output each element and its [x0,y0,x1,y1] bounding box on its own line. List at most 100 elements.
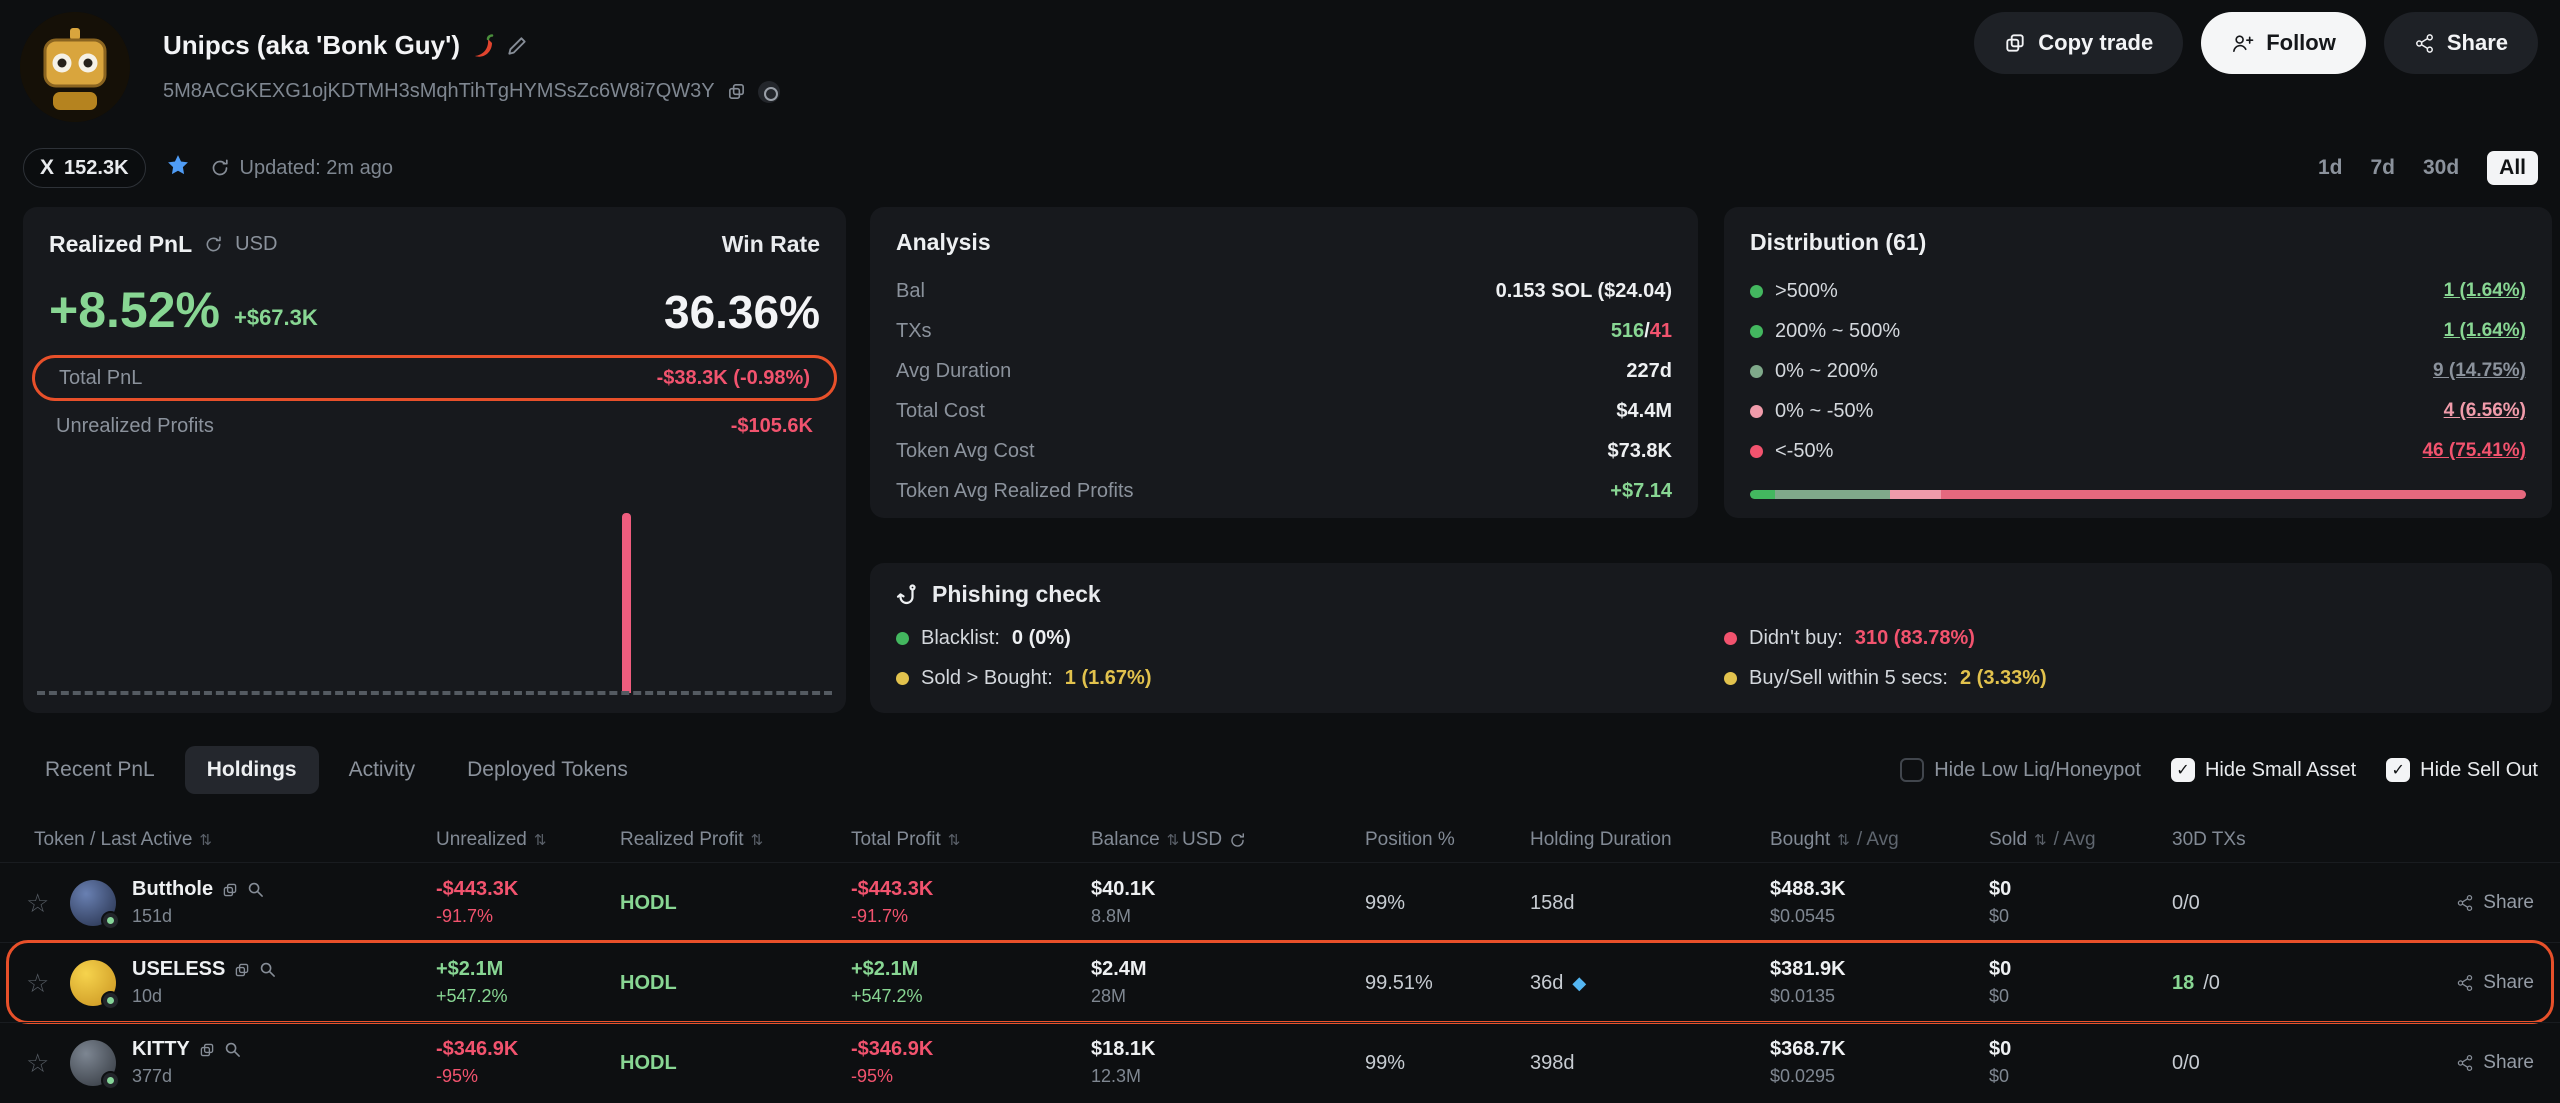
tab-deployed-tokens[interactable]: Deployed Tokens [467,758,628,781]
follow-button[interactable]: Follow [2201,12,2366,74]
tab-holdings[interactable]: Holdings [184,746,319,794]
win-rate-value: 36.36% [663,286,820,338]
token-name[interactable]: Butthole [132,878,214,900]
favorite-star-icon[interactable]: ☆ [26,967,50,998]
distribution-count-link[interactable]: 9 (14.75%) [2433,360,2526,381]
favorite-star-icon[interactable]: ☆ [26,1047,50,1078]
timeframe-7d[interactable]: 7d [2370,156,2395,179]
header-holding-duration[interactable]: Holding Duration [1530,829,1672,850]
diamond-hands-icon: ◆ [1572,972,1587,993]
copy-trade-icon [2006,34,2024,52]
analysis-row-total-cost: Total Cost $4.4M [896,399,1672,422]
hook-icon [896,583,916,604]
range-dot-icon [1750,444,1763,458]
pnl-chart-baseline [37,691,832,695]
copy-token-icon[interactable] [234,962,250,978]
header-sold[interactable]: Sold ⇅ / Avg [1989,829,2096,850]
header-30d-txs[interactable]: 30D TXs [2172,829,2246,850]
updated-timestamp: Updated: 2m ago [239,156,393,179]
explorer-link-icon[interactable] [757,80,780,103]
unrealized-profits-label: Unrealized Profits [56,415,214,437]
token-name[interactable]: USELESS [132,958,226,980]
pnl-chart-bar [622,513,631,693]
token-avatar[interactable] [70,1040,120,1090]
header-bought[interactable]: Bought ⇅ / Avg [1770,829,1899,850]
realized-pnl-title: Realized PnL [49,231,193,257]
analysis-row-avg-duration: Avg Duration 227d [896,359,1672,382]
currency-label[interactable]: USD [235,233,278,255]
timeframe-30d[interactable]: 30d [2422,156,2460,179]
profile-avatar [20,12,130,122]
distribution-panel: Distribution (61) >500% 1 (1.64%) 200% ~… [1724,207,2552,518]
copy-token-icon[interactable] [199,1042,215,1058]
cell-holding-duration: 158d [1530,891,1575,914]
txs-buy-count: 516 [1610,319,1645,342]
twitter-followers-pill[interactable]: X 152.3K [23,148,146,188]
range-dot-icon [1750,324,1763,338]
balance-currency-toggle[interactable]: USD [1182,818,1246,862]
cell-unrealized: +$2.1M +547.2% [436,958,508,1006]
analysis-title: Analysis [896,229,991,255]
cell-balance: $2.4M 28M [1091,958,1147,1006]
token-name[interactable]: KITTY [132,1038,190,1060]
toggle-hide-sell-out[interactable]: ✓ Hide Sell Out [2386,758,2538,782]
distribution-count-link[interactable]: 4 (6.56%) [2443,400,2526,421]
checkbox-icon: ✓ [2386,758,2411,782]
copy-trade-button[interactable]: Copy trade [1974,12,2184,74]
cell-30d-txs: 18/0 [2172,971,2220,994]
row-share-button[interactable]: Share [2456,1023,2534,1103]
verified-badge-icon [167,155,188,175]
cell-position: 99% [1365,891,1406,914]
distribution-count-link[interactable]: 1 (1.64%) [2443,280,2526,301]
header-balance[interactable]: Balance ⇅ [1091,829,1180,850]
chain-badge-icon [101,991,120,1010]
token-last-active: 377d [132,1066,173,1086]
cell-realized-profit: HODL [620,1051,677,1074]
search-token-icon[interactable] [224,1041,241,1058]
tab-recent-pnl[interactable]: Recent PnL [45,758,155,781]
row-share-button[interactable]: Share [2456,863,2534,943]
total-pnl-value: -$38.3K (-0.98%) [656,366,810,389]
favorite-star-icon[interactable]: ☆ [26,887,50,918]
header-total-profit[interactable]: Total Profit ⇅ [851,829,961,850]
share-profile-button[interactable]: Share [2383,12,2538,74]
holdings-table-header: Token / Last Active ⇅ Unrealized ⇅ Realize… [0,818,2560,862]
token-avatar[interactable] [70,960,120,1010]
currency-toggle-icon[interactable] [204,235,223,254]
distribution-count-link[interactable]: 46 (75.41%) [2422,440,2526,461]
x-logo-icon: X [40,156,55,179]
robot-avatar-image [20,12,130,122]
token-avatar[interactable] [70,880,120,930]
header-token[interactable]: Token / Last Active ⇅ [34,829,212,850]
status-dot-icon [1724,632,1737,645]
chain-badge-icon [101,1071,120,1090]
edit-name-icon[interactable] [506,35,528,57]
analysis-row-txs: TXs 516/41 [896,319,1672,342]
refresh-icon[interactable] [210,158,230,178]
toggle-hide-low-liq[interactable]: Hide Low Liq/Honeypot [1900,758,2141,782]
distribution-row: 0% ~ -50% 4 (6.56%) [1750,391,2526,431]
copy-token-icon[interactable] [222,882,238,898]
distribution-count-link[interactable]: 1 (1.64%) [2443,320,2526,341]
distribution-row: 200% ~ 500% 1 (1.64%) [1750,311,2526,351]
timeframe-1d[interactable]: 1d [2317,156,2343,179]
row-share-button[interactable]: Share [2456,943,2534,1023]
copy-address-icon[interactable] [727,82,746,101]
cell-30d-txs: 0/0 [2172,1051,2200,1074]
header-realized-profit[interactable]: Realized Profit ⇅ [620,829,764,850]
search-token-icon[interactable] [247,881,264,898]
table-row: ☆ KITTY 377d -$346.9K -95% HODL -$346.9K… [0,1022,2560,1102]
search-token-icon[interactable] [259,961,276,978]
header-position[interactable]: Position % [1365,829,1455,850]
toggle-hide-small-asset[interactable]: ✓ Hide Small Asset [2170,758,2356,782]
cell-total-profit: -$346.9K -95% [851,1038,934,1086]
status-dot-icon [1724,672,1737,685]
timeframe-all[interactable]: All [2487,151,2538,185]
range-dot-icon [1750,404,1763,418]
distribution-row: >500% 1 (1.64%) [1750,271,2526,311]
header-unrealized[interactable]: Unrealized ⇅ [436,829,547,850]
distribution-title: Distribution (61) [1750,229,1927,255]
tab-activity[interactable]: Activity [348,758,416,781]
table-row: ☆ USELESS 10d +$2.1M +547.2% HODL +$2.1M… [0,942,2560,1022]
pnl-percent-value: +8.52% [49,282,220,338]
